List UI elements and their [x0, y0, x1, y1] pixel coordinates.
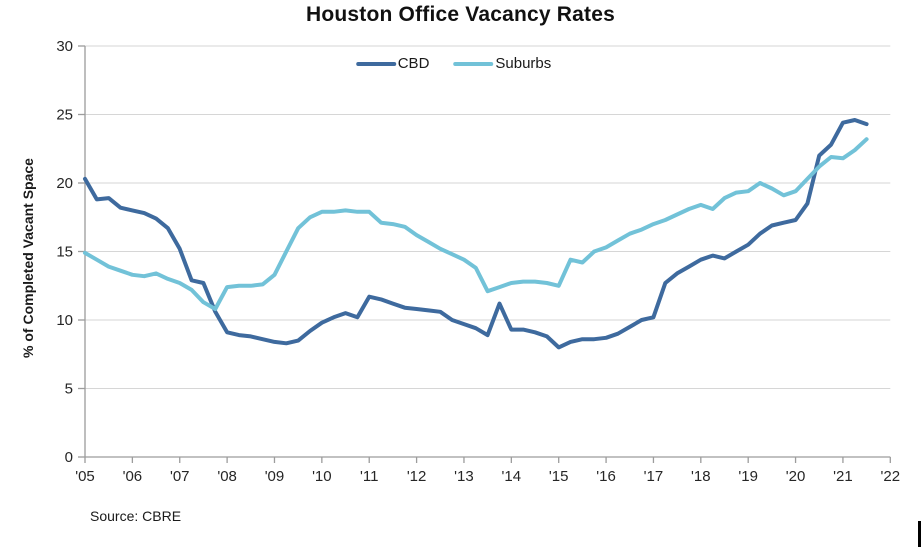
x-tick-label: '15: [549, 468, 569, 485]
legend-label-suburbs: Suburbs: [495, 55, 552, 72]
y-tick-label: 10: [56, 312, 73, 329]
suburbs-line-swatch-icon: [453, 61, 494, 66]
cbd-line-swatch-icon: [355, 61, 396, 66]
chart-title: Houston Office Vacancy Rates: [305, 3, 616, 26]
y-tick-label: 5: [65, 381, 73, 398]
x-tick-label: '11: [360, 468, 378, 485]
x-tick-label: '07: [170, 468, 190, 485]
chart-legend: CBD Suburbs: [355, 55, 566, 72]
x-tick-label: '08: [217, 468, 237, 485]
x-tick-label: '06: [123, 468, 143, 485]
suburbs-line-series: [83, 137, 869, 311]
y-tick-label: 0: [65, 449, 73, 466]
x-tick-label: '09: [265, 468, 285, 485]
x-tick-label: '21: [833, 468, 853, 485]
x-tick-label: '13: [454, 468, 474, 485]
y-axis-title: % of Completed Vacant Space: [20, 158, 36, 358]
x-tick-label: '18: [691, 468, 711, 485]
y-tick-label: 20: [56, 175, 73, 192]
x-tick-label: '19: [738, 468, 758, 485]
legend-item-cbd: CBD: [355, 55, 430, 72]
y-tick-label: 15: [56, 244, 73, 261]
y-tick-label: 30: [56, 38, 73, 55]
x-tick-label: '17: [644, 468, 664, 485]
x-tick-label: '05: [75, 468, 95, 485]
y-tick-label: 25: [56, 107, 73, 124]
cursor-artifact: [918, 521, 921, 547]
x-tick-label: '12: [407, 468, 427, 485]
source-note: Source: CBRE: [90, 508, 182, 524]
x-tick-label: '14: [502, 468, 522, 485]
x-tick-label: '20: [786, 468, 806, 485]
x-tick-label: '10: [312, 468, 332, 485]
x-tick-label: '22: [881, 468, 901, 485]
x-tick-label: '16: [596, 468, 616, 485]
cbd-line-series: [83, 118, 869, 350]
legend-label-cbd: CBD: [397, 55, 430, 72]
legend-item-suburbs: Suburbs: [453, 55, 551, 72]
